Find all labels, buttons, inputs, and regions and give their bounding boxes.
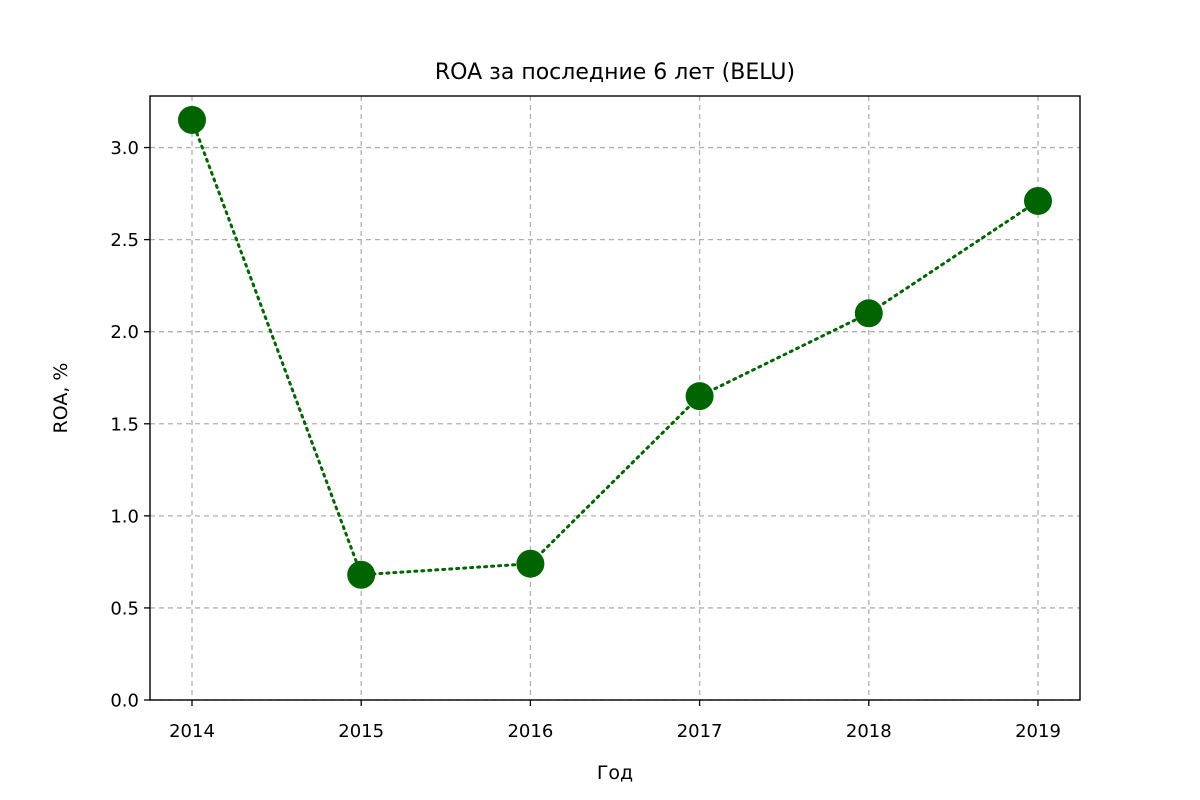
data-point [347,560,376,589]
data-point [1024,186,1052,215]
y-tick-label: 2.0 [110,322,139,343]
x-tick-label: 2015 [338,721,384,742]
data-point [178,105,206,134]
x-tick-label: 2016 [507,721,553,742]
y-tick-label: 2.5 [110,230,139,251]
plot-frame [149,95,1081,701]
data-point [516,549,545,578]
x-tick-label: 2014 [169,721,215,742]
y-tick-label: 1.5 [110,414,139,435]
series-line [190,118,1040,577]
x-tick-label: 2017 [677,721,723,742]
series-layer [178,105,1052,589]
data-point [685,382,714,411]
x-tick-label: 2018 [846,721,892,742]
chart-title: ROA за последние 6 лет (BELU) [435,60,795,85]
data-point [854,299,883,328]
y-tick-label: 0.5 [110,598,139,619]
y-axis-label: ROA, % [50,363,72,434]
x-tick-label: 2019 [1015,721,1061,742]
y-tick-label: 1.0 [110,506,139,527]
y-tick-label: 0.0 [110,691,139,712]
x-axis-label: Год [597,762,633,784]
y-tick-label: 3.0 [110,138,139,159]
ticks-layer: 2014 2015 2016 2017 2018 2019 0.0 0.5 1.0 1.5 2.0 2… [110,138,1061,742]
